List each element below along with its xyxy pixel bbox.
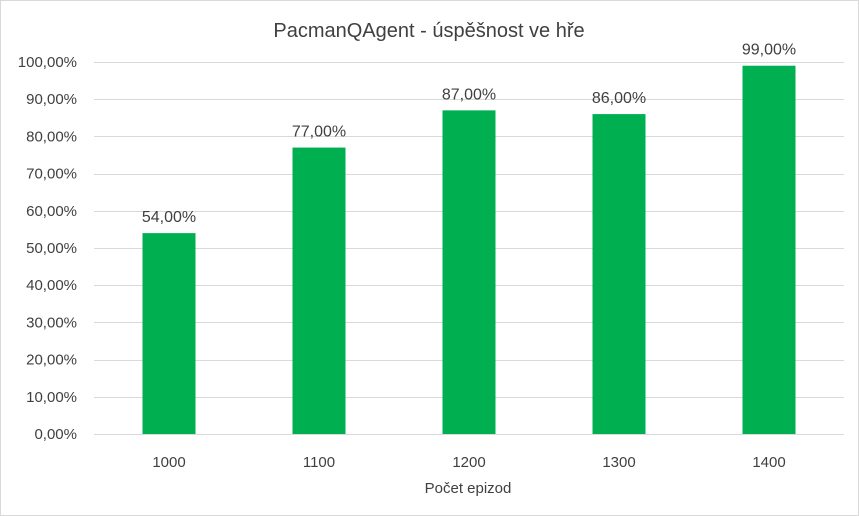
y-axis-tick-labels: 0,00% 10,00% 20,00% 30,00% 40,00% 50,00% 60,00… — [18, 54, 77, 443]
x-tick-label-1400: 1400 — [752, 454, 785, 471]
y-tick-label: 40,00% — [26, 277, 77, 294]
data-label-1100: 77,00% — [292, 124, 346, 141]
x-tick-label-1100: 1100 — [303, 454, 335, 471]
y-tick-label: 30,00% — [26, 314, 77, 331]
data-label-1300: 86,00% — [592, 90, 646, 107]
bar-1300 — [592, 114, 646, 434]
bar-1200 — [442, 110, 496, 435]
x-axis-title: Počet epizod — [425, 480, 512, 497]
bars — [142, 65, 796, 435]
x-axis-tick-labels: 1000 1100 1200 1300 1400 — [152, 454, 785, 471]
x-tick-label-1300: 1300 — [602, 454, 635, 471]
bar-1100 — [292, 147, 346, 434]
data-label-1000: 54,00% — [142, 209, 196, 226]
y-tick-label: 80,00% — [26, 128, 77, 145]
x-tick-label-1000: 1000 — [152, 454, 185, 471]
bar-1400 — [742, 65, 796, 434]
data-label-1400: 99,00% — [742, 42, 796, 59]
y-tick-label: 20,00% — [26, 352, 77, 369]
y-tick-label: 70,00% — [26, 166, 77, 183]
y-tick-label: 90,00% — [26, 91, 77, 108]
y-tick-label: 10,00% — [26, 389, 77, 406]
y-tick-label: 50,00% — [26, 240, 77, 257]
y-tick-label: 60,00% — [26, 203, 77, 220]
data-label-1200: 87,00% — [442, 86, 496, 103]
chart-title: PacmanQAgent - úspěšnost ve hře — [273, 20, 584, 42]
data-labels: 54,00% 77,00% 87,00% 86,00% 99,00% — [142, 42, 796, 226]
y-tick-label: 0,00% — [34, 426, 77, 443]
bar-1000 — [142, 233, 196, 434]
x-tick-label-1200: 1200 — [452, 454, 485, 471]
y-tick-label: 100,00% — [18, 54, 77, 71]
